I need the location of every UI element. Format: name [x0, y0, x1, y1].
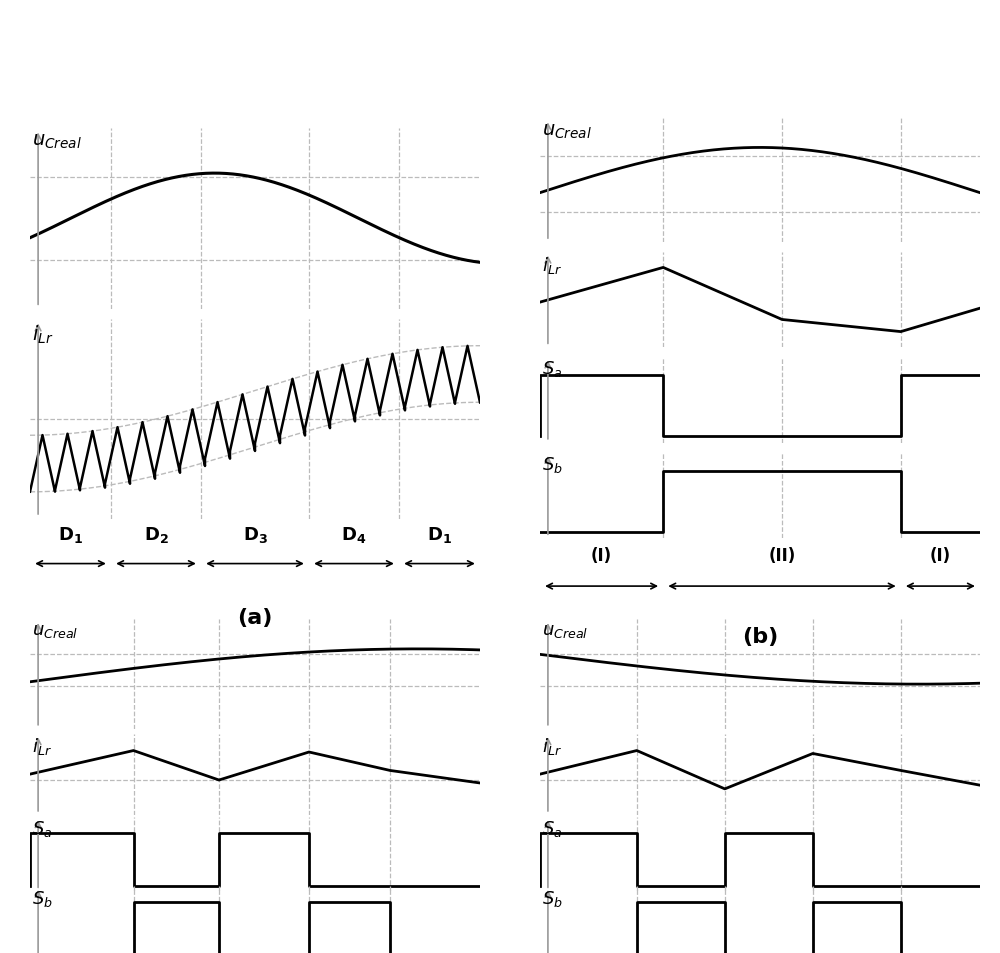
Text: $S_b$: $S_b$ [542, 888, 563, 908]
Text: (b): (b) [742, 626, 778, 646]
Text: $i_{Lr}$: $i_{Lr}$ [32, 736, 52, 757]
Text: $S_b$: $S_b$ [32, 888, 53, 908]
Text: $S_b$: $S_b$ [542, 455, 563, 475]
Text: $\mathbf{D_3}$: $\mathbf{D_3}$ [243, 525, 267, 545]
Text: $S_a$: $S_a$ [542, 359, 563, 379]
Text: $S_a$: $S_a$ [32, 819, 53, 839]
Text: $\mathbf{D_2}$: $\mathbf{D_2}$ [144, 525, 168, 545]
Text: $u_{Creal}$: $u_{Creal}$ [542, 122, 592, 141]
Text: (II): (II) [768, 546, 796, 564]
Text: $u_{Creal}$: $u_{Creal}$ [32, 132, 82, 152]
Text: $i_{Lr}$: $i_{Lr}$ [542, 736, 562, 757]
Text: $u_{Creal}$: $u_{Creal}$ [542, 621, 589, 639]
Text: $i_{Lr}$: $i_{Lr}$ [32, 323, 54, 346]
Text: $i_{Lr}$: $i_{Lr}$ [542, 254, 562, 275]
Text: $\mathbf{D_1}$: $\mathbf{D_1}$ [58, 525, 83, 545]
Text: $\mathbf{D_1}$: $\mathbf{D_1}$ [427, 525, 452, 545]
Text: (I): (I) [591, 546, 612, 564]
Text: (I): (I) [930, 546, 951, 564]
Text: $u_{Creal}$: $u_{Creal}$ [32, 621, 79, 639]
Text: $S_a$: $S_a$ [542, 819, 563, 839]
Text: (a): (a) [237, 607, 273, 627]
Text: $\mathbf{D_4}$: $\mathbf{D_4}$ [341, 525, 367, 545]
